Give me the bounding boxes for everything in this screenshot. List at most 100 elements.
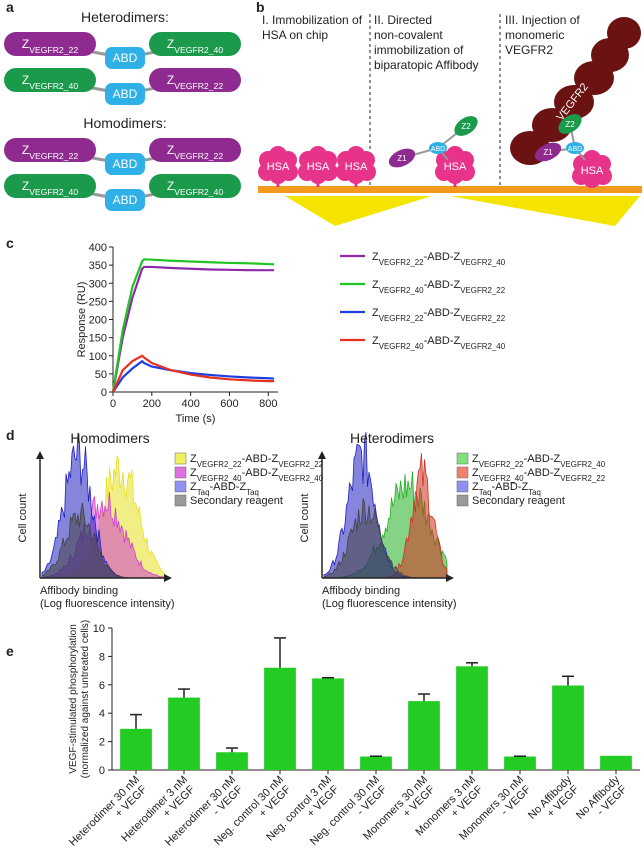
y-tick-label: 400 [89,242,107,254]
signal-wedge [450,196,640,226]
step-text: monomeric [505,28,564,42]
x-tick-label: 0 [110,398,116,410]
hsa-blob [302,155,334,177]
legend-swatch [456,480,469,493]
hsa-label: HSA [267,161,290,173]
bar [120,728,152,770]
x-axis-label: (Log fluorescence intensity) [40,598,175,610]
affibody-domain [4,68,96,92]
axis-arrow [446,574,454,582]
z1-domain [534,142,562,162]
step-text: III. Injection of [505,13,580,27]
bar [600,755,632,770]
error-bar [562,675,574,686]
hsa-blob [262,155,294,177]
panel-letter: d [6,427,15,443]
hsa-label: HSA [581,165,604,177]
abd-label: ABD [568,146,582,153]
abd-domain [566,142,584,154]
legend-swatch [174,466,187,479]
abd-domain [105,153,145,175]
legend-label: Secondary reagent [472,495,565,507]
y-axis-label: (normalized against untreated cells) [80,620,91,778]
hsa-label: HSA [345,161,368,173]
legend-label: ZTaq-ABD-ZTaq [472,481,541,497]
y-tick-label: 200 [89,315,107,327]
x-tick-label: 200 [143,398,161,410]
group-title: Homodimers: [83,115,166,131]
bar [360,756,392,770]
hsa-label: HSA [307,161,330,173]
abd-domain [429,142,447,154]
chip-surface [258,186,642,193]
bar [312,678,344,770]
legend-label: ZVEGFR2_22-ABD-ZVEGFR2_40 [472,453,606,469]
legend-label: ZVEGFR2_40-ABD-ZVEGFR2_22 [372,279,505,295]
legend-swatch [174,494,187,507]
domain-label: ZVEGFR2_22 [22,143,78,161]
panel-letter: b [256,0,265,15]
legend-swatch [456,466,469,479]
hsa-label: HSA [444,161,467,173]
legend-label: ZTaq-ABD-ZTaq [190,481,259,497]
z1-label: Z1 [397,154,407,163]
error-bar [466,662,478,667]
plot-title: Heterodimers [350,430,434,446]
legend-label: ZVEGFR2_22-ABD-ZVEGFR2_22 [372,307,505,323]
abd-label: ABD [113,193,138,207]
series-line [111,354,275,393]
axis-arrow [318,451,326,459]
affibody-domain [4,138,96,162]
hsa-blob [576,159,608,181]
error-bar [322,676,334,679]
step-text: non-covalent [374,28,443,42]
x-tick-label: 800 [259,398,277,410]
affibody-domain [4,32,96,56]
panel-letter: c [6,235,14,251]
affibody-domain [149,68,241,92]
domain-label: ZVEGFR2_40 [167,37,223,55]
z2-label: Z2 [461,122,471,131]
error-bar [178,688,190,698]
abd-label: ABD [113,157,138,171]
panel-letter: e [6,643,14,659]
z2-label: Z2 [565,120,575,129]
y-axis-label: Cell count [299,494,311,543]
bar [168,697,200,770]
y-axis-label: Response (RU) [76,282,88,358]
abd-domain [105,189,145,211]
x-tick-label-group: Heterodimer 30 nM+ VEGF [67,774,149,849]
y-tick-label: 150 [89,333,107,345]
y-tick-label: 2 [99,737,105,749]
domain-label: ZVEGFR2_22 [22,37,78,55]
y-tick-label: 0 [101,387,107,399]
y-tick-label: 6 [99,680,105,692]
affibody-domain [149,174,241,198]
x-tick-label-group: No Affibody+ VEGF [526,773,581,821]
y-tick-label: 10 [93,623,105,635]
y-tick-label: 0 [99,765,105,777]
y-tick-label: 350 [89,260,107,272]
z1-label: Z1 [543,148,553,157]
bar [552,685,584,770]
bar [216,752,248,770]
domain-label: ZVEGFR2_40 [167,179,223,197]
affibody-domain [149,32,241,56]
legend-swatch [456,494,469,507]
error-bar [130,713,142,729]
step-text: VEGFR2 [505,43,553,57]
domain-label: ZVEGFR2_22 [167,143,223,161]
domain-label: ZVEGFR2_40 [22,179,78,197]
bar [408,701,440,770]
y-tick-label: 100 [89,351,107,363]
domain-label: ZVEGFR2_22 [167,73,223,91]
hsa-blob [340,155,372,177]
legend-label: ZVEGFR2_40-ABD-ZVEGFR2_40 [372,335,506,351]
y-tick-label: 50 [95,369,107,381]
signal-wedge [285,196,432,226]
affibody-domain [4,174,96,198]
step-text: HSA on chip [262,28,328,42]
z2-domain [558,114,582,134]
y-tick-label: 4 [99,708,105,720]
plot-title: Homodimers [70,430,149,446]
